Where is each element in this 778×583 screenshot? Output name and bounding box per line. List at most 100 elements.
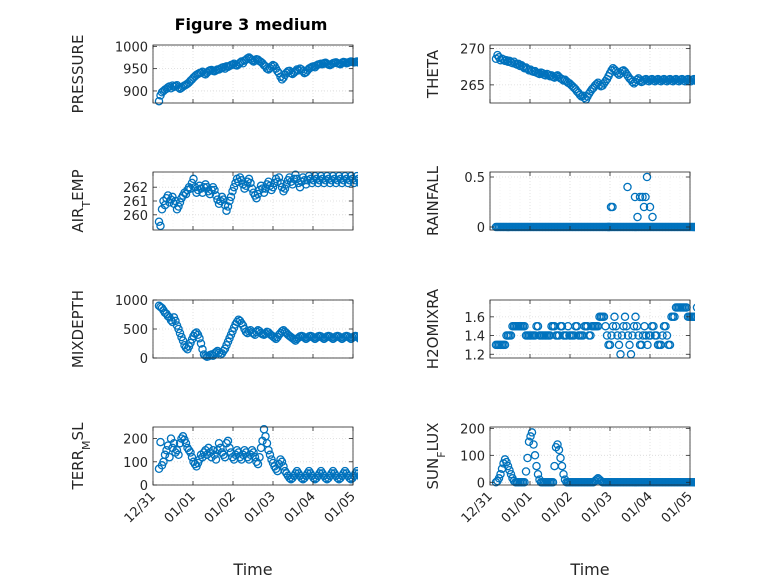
data-point xyxy=(156,221,165,231)
subplot-2: 265 270 THETA xyxy=(424,43,695,104)
data-point xyxy=(553,440,562,449)
data-point xyxy=(321,473,330,483)
data-point xyxy=(354,58,358,67)
data-point xyxy=(521,467,531,476)
data-point xyxy=(533,469,543,479)
data-point xyxy=(225,196,234,206)
data-point xyxy=(211,455,221,464)
data-point xyxy=(554,445,564,455)
data-point xyxy=(315,469,324,478)
data-point xyxy=(523,453,532,463)
data-point xyxy=(505,465,514,475)
data-point xyxy=(249,448,258,457)
data-point xyxy=(280,184,290,193)
y-tick-label: 1.2 xyxy=(464,348,485,363)
data-point xyxy=(288,180,297,189)
data-point xyxy=(602,331,612,340)
data-point xyxy=(174,450,183,460)
data-point xyxy=(691,312,695,322)
data-point xyxy=(211,191,221,200)
data-point xyxy=(175,198,185,207)
y-tick-label: 0 xyxy=(477,221,485,236)
data-point xyxy=(617,331,627,340)
y-tick-label: 0 xyxy=(477,476,485,491)
data-point xyxy=(355,179,358,187)
y-tick-label: 260 xyxy=(123,209,148,224)
data-point xyxy=(225,443,234,453)
y-axis-label: PRESSURE xyxy=(69,35,87,114)
data-point xyxy=(359,59,366,66)
data-point xyxy=(184,445,194,455)
data-point xyxy=(670,312,679,322)
data-point xyxy=(529,440,538,449)
y-tick-label: 950 xyxy=(123,63,148,78)
y-tick-label: 200 xyxy=(123,433,148,448)
data-point xyxy=(694,77,695,83)
data-point xyxy=(303,469,312,478)
data-point xyxy=(613,331,622,340)
data-point xyxy=(635,192,645,202)
data-point xyxy=(291,469,300,478)
data-point xyxy=(255,452,264,462)
data-point xyxy=(520,478,529,487)
data-point xyxy=(156,437,165,447)
data-point xyxy=(219,195,228,204)
data-point xyxy=(226,192,236,202)
data-point xyxy=(354,333,358,342)
data-point xyxy=(532,461,541,471)
data-point xyxy=(645,202,655,212)
y-tick-label: 0 xyxy=(140,352,148,367)
data-point xyxy=(186,448,195,457)
axes-box xyxy=(152,44,354,104)
data-point xyxy=(268,182,278,192)
data-point xyxy=(646,331,655,340)
plot-area xyxy=(153,45,353,103)
y-axis-label: H2OMIXRA xyxy=(424,288,442,369)
data-point xyxy=(631,312,640,322)
data-point xyxy=(178,336,188,345)
data-point xyxy=(339,469,348,478)
markers xyxy=(491,50,695,104)
data-point xyxy=(625,340,634,350)
data-point xyxy=(662,331,672,340)
markers xyxy=(154,170,366,231)
markers xyxy=(154,301,358,362)
data-point xyxy=(187,452,197,462)
data-point xyxy=(174,324,183,334)
data-point xyxy=(174,83,183,92)
plot-area xyxy=(490,172,690,230)
data-point xyxy=(300,176,309,185)
data-point xyxy=(196,339,206,348)
subplot-8: 0 100 200 12/31 01/01 01/02 01/03 01/04 01/05 SUN… xyxy=(424,422,696,579)
data-point xyxy=(359,173,366,180)
data-point xyxy=(665,340,675,350)
y-tick-label: 900 xyxy=(123,85,148,100)
data-point xyxy=(623,182,632,192)
data-point xyxy=(301,180,311,189)
data-point xyxy=(279,462,288,471)
x-tick-label: 01/05 xyxy=(322,489,359,526)
data-point xyxy=(638,192,647,202)
data-point xyxy=(357,335,358,341)
y-axis-label: TERRMSL xyxy=(69,422,93,491)
data-point xyxy=(265,450,275,460)
data-point xyxy=(614,340,624,350)
x-tick-label: 01/01 xyxy=(162,489,199,526)
data-point xyxy=(628,331,637,340)
x-tick-label: 12/31 xyxy=(459,489,496,526)
y-axis-label: THETA xyxy=(424,49,442,99)
data-point xyxy=(506,469,516,479)
data-point xyxy=(586,331,595,340)
data-point xyxy=(216,443,225,453)
data-point xyxy=(274,173,284,182)
data-point xyxy=(691,222,695,232)
y-tick-label: 1000 xyxy=(115,294,148,309)
data-point xyxy=(359,476,366,483)
data-point xyxy=(692,303,695,312)
data-point xyxy=(355,471,358,480)
data-point xyxy=(500,340,510,350)
data-point xyxy=(276,455,285,464)
data-point xyxy=(247,445,257,455)
